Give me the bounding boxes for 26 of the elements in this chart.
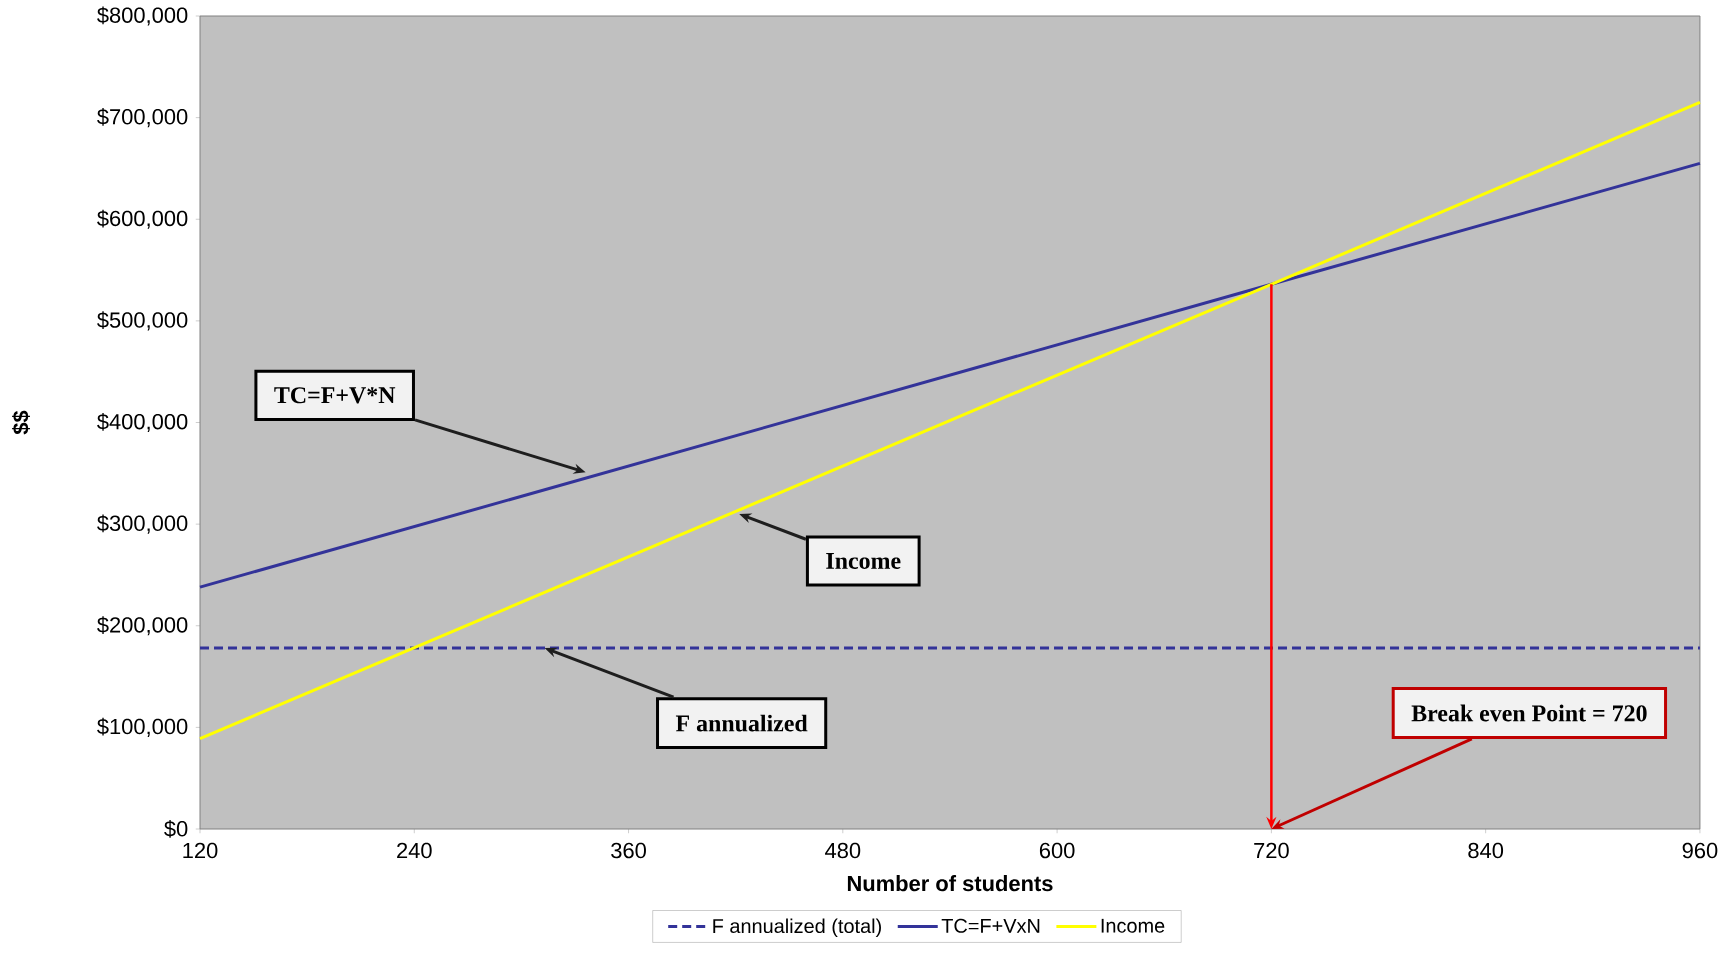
y-tick-label: $500,000 xyxy=(97,311,188,331)
y-tick-label: $700,000 xyxy=(97,108,188,128)
legend-label: Income xyxy=(1101,918,1165,933)
y-tick-label: $300,000 xyxy=(97,514,188,534)
annotation: Income xyxy=(826,553,901,569)
y-tick-label: $800,000 xyxy=(97,6,188,26)
y-tick-label: $0 xyxy=(164,820,188,838)
x-tick-label: 840 xyxy=(1468,842,1504,859)
annotation: F annualized xyxy=(675,714,808,732)
x-tick-label: 480 xyxy=(825,842,861,859)
x-tick-label: 600 xyxy=(1039,842,1075,859)
legend-label: F annualized (total) xyxy=(713,918,881,938)
y-tick-label: $600,000 xyxy=(97,209,188,229)
legend-label: TC=F+VxN xyxy=(941,918,1040,933)
annotation: TC=F+V*N xyxy=(274,387,396,404)
x-tick-label: 960 xyxy=(1682,842,1718,859)
x-tick-label: 720 xyxy=(1254,842,1289,859)
x-tick-label: 360 xyxy=(611,842,646,859)
annotation: Break even Point = 720 xyxy=(1411,704,1647,722)
y-tick-label: $400,000 xyxy=(97,412,188,433)
y-tick-label: $200,000 xyxy=(97,616,188,636)
x-tick-label: 240 xyxy=(397,842,432,859)
y-axis-title: $$ xyxy=(12,410,30,435)
y-tick-label: $100,000 xyxy=(97,717,188,737)
x-tick-label: 120 xyxy=(183,842,218,859)
x-axis-title: Number of students xyxy=(847,875,1053,892)
